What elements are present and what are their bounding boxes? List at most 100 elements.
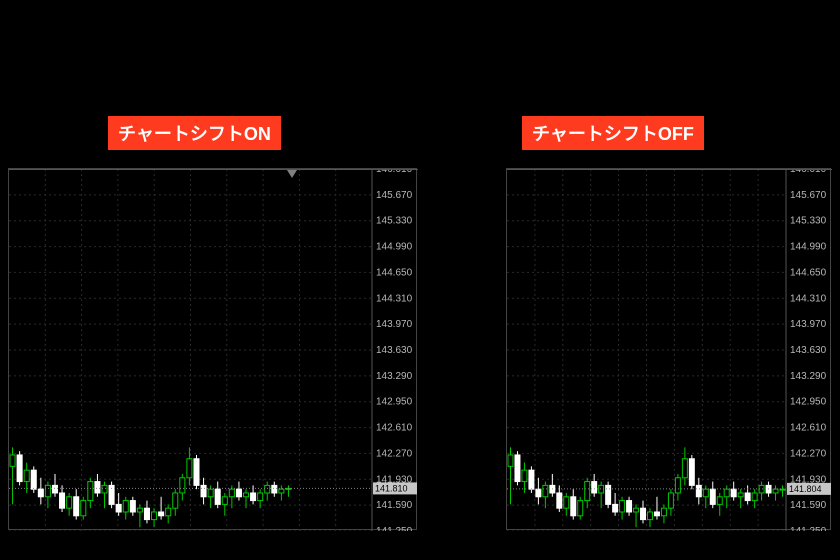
y-axis-label: 143.970 (376, 319, 413, 330)
svg-text:141.810: 141.810 (375, 483, 408, 493)
candle (38, 489, 43, 497)
candle (529, 470, 534, 489)
candle (95, 482, 100, 493)
y-axis-label: 144.310 (790, 293, 827, 304)
candle (724, 489, 729, 497)
candle (60, 493, 65, 508)
candle (159, 512, 164, 516)
candle (67, 497, 72, 508)
candle (166, 508, 171, 516)
candle (696, 485, 701, 496)
candle (116, 504, 121, 512)
candle (144, 508, 149, 519)
y-axis-label: 144.990 (376, 242, 413, 253)
candle (613, 504, 618, 512)
candle (17, 455, 22, 482)
y-axis-label: 142.610 (376, 423, 413, 434)
chart-shift-off-label: チャートシフトOFF (522, 116, 704, 150)
candle (137, 508, 142, 512)
candle (272, 485, 277, 493)
candle (31, 470, 36, 489)
candle (634, 508, 639, 512)
candle (251, 493, 256, 501)
y-axis-label: 142.610 (790, 423, 827, 434)
candle (152, 512, 157, 520)
y-axis-label: 145.670 (376, 190, 413, 201)
candle (222, 497, 227, 505)
candle (557, 493, 562, 508)
y-axis-label: 145.330 (376, 216, 413, 227)
candle (258, 493, 263, 501)
candle (654, 512, 659, 516)
candle (543, 485, 548, 496)
candle (243, 493, 248, 497)
candle (522, 470, 527, 481)
candle (88, 482, 93, 501)
candle (52, 485, 57, 493)
y-axis-label: 144.650 (376, 267, 413, 278)
candle (738, 493, 743, 497)
candle (731, 489, 736, 497)
shift-marker-icon (287, 170, 297, 178)
candle (717, 497, 722, 505)
y-axis-label: 141.590 (376, 500, 413, 511)
candle (689, 459, 694, 486)
y-axis-label: 142.950 (790, 397, 827, 408)
y-axis-label: 145.670 (790, 190, 827, 201)
candle (564, 497, 569, 508)
y-axis-label: 143.630 (790, 345, 827, 356)
candle (208, 489, 213, 497)
candle (682, 459, 687, 478)
y-axis-label: 144.990 (790, 242, 827, 253)
candle (74, 497, 79, 516)
candle (130, 501, 135, 512)
candle (599, 485, 604, 493)
candle (10, 455, 15, 466)
y-axis-label: 144.310 (376, 293, 413, 304)
y-axis-label: 144.650 (790, 267, 827, 278)
candle (515, 455, 520, 482)
candle (668, 493, 673, 508)
candle (536, 489, 541, 497)
candle (236, 489, 241, 497)
candle (81, 501, 86, 516)
candle (710, 489, 715, 504)
chart-right[interactable]: 146.010145.670145.330144.990144.650144.3… (506, 168, 831, 530)
y-axis-label: 142.950 (376, 397, 413, 408)
candle (585, 482, 590, 501)
candle (752, 493, 757, 501)
candle (508, 455, 513, 466)
y-axis-label: 141.590 (790, 500, 827, 511)
candle (102, 485, 107, 493)
candle (641, 508, 646, 519)
candle (194, 459, 199, 486)
candle (279, 489, 284, 493)
y-axis-label: 142.270 (790, 448, 827, 459)
y-axis-label: 143.290 (376, 371, 413, 382)
candle (173, 493, 178, 508)
candle (24, 470, 29, 481)
candle (675, 478, 680, 493)
candle (229, 489, 234, 497)
chart-left[interactable]: 146.010145.670145.330144.990144.650144.3… (8, 168, 417, 530)
candle (661, 508, 666, 516)
candle (123, 501, 128, 512)
svg-text:141.804: 141.804 (789, 484, 822, 494)
y-axis-label: 141.250 (376, 526, 413, 531)
y-axis-label: 145.330 (790, 216, 827, 227)
candle (592, 482, 597, 493)
y-axis-label: 143.970 (790, 319, 827, 330)
candle (578, 501, 583, 516)
candle (265, 485, 270, 493)
candle (45, 485, 50, 496)
candle (571, 497, 576, 516)
y-axis-label: 143.630 (376, 345, 413, 356)
candle (187, 459, 192, 478)
candle (773, 489, 778, 493)
chart-shift-on-label: チャートシフトON (108, 116, 281, 150)
candle (606, 485, 611, 504)
candle (620, 501, 625, 512)
candle (745, 493, 750, 501)
candle (180, 478, 185, 493)
candle (647, 512, 652, 520)
